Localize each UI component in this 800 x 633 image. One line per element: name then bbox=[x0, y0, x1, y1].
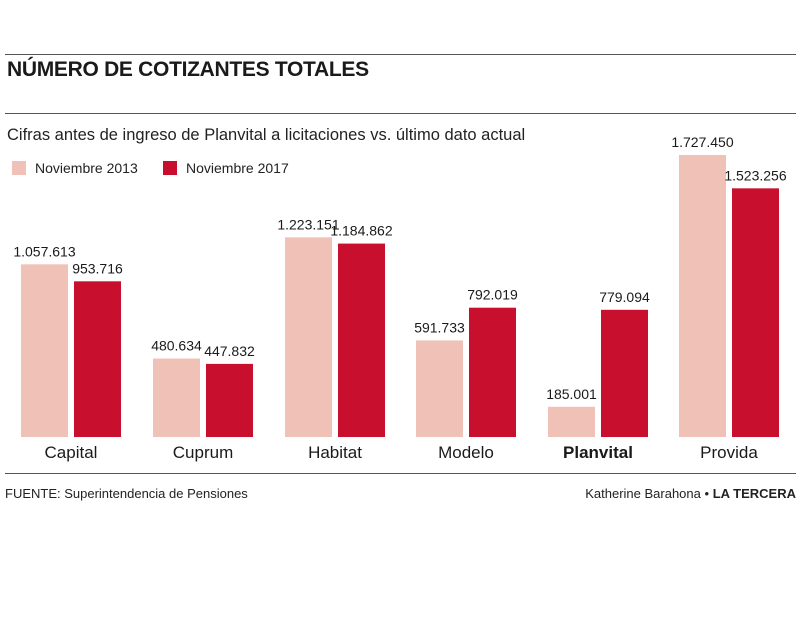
footer-source: FUENTE: Superintendencia de Pensiones bbox=[5, 486, 248, 501]
legend-swatch-2013 bbox=[12, 161, 26, 175]
data-label-planvital-2017: 779.094 bbox=[599, 289, 650, 305]
chart-title: NÚMERO DE COTIZANTES TOTALES bbox=[7, 58, 369, 81]
legend-label-2017: Noviembre 2017 bbox=[186, 160, 289, 176]
bar-cuprum-2017 bbox=[206, 363, 253, 437]
data-label-planvital-2013: 185.001 bbox=[546, 386, 597, 402]
title-rule bbox=[5, 113, 796, 114]
data-label-capital-2013: 1.057.613 bbox=[13, 243, 75, 259]
footer-separator: • bbox=[704, 486, 710, 501]
bar-provida-2013 bbox=[679, 155, 726, 437]
footer-credit: Katherine Barahona • LA TERCERA bbox=[585, 486, 796, 501]
bar-planvital-2013 bbox=[548, 406, 595, 437]
bar-habitat-2013 bbox=[285, 237, 332, 437]
footer-outlet: LA TERCERA bbox=[712, 486, 796, 501]
data-label-modelo-2017: 792.019 bbox=[467, 287, 518, 303]
data-label-modelo-2013: 591.733 bbox=[414, 319, 465, 335]
legend-item-2017: Noviembre 2017 bbox=[163, 160, 289, 176]
footer-author: Katherine Barahona bbox=[585, 486, 701, 501]
legend-swatch-2017 bbox=[163, 161, 177, 175]
top-rule bbox=[5, 54, 796, 55]
bar-cuprum-2013 bbox=[153, 358, 200, 437]
legend-label-2013: Noviembre 2013 bbox=[35, 160, 138, 176]
category-label-modelo: Modelo bbox=[438, 443, 494, 462]
data-label-provida-2013: 1.727.450 bbox=[671, 134, 733, 150]
baseline-rule bbox=[5, 473, 796, 474]
bar-modelo-2013 bbox=[416, 340, 463, 437]
data-label-cuprum-2013: 480.634 bbox=[151, 338, 202, 354]
category-label-habitat: Habitat bbox=[308, 443, 362, 462]
data-label-cuprum-2017: 447.832 bbox=[204, 343, 255, 359]
bar-capital-2017 bbox=[74, 281, 121, 437]
bar-capital-2013 bbox=[21, 264, 68, 437]
legend-item-2013: Noviembre 2013 bbox=[12, 160, 138, 176]
category-label-capital: Capital bbox=[45, 443, 98, 462]
data-label-habitat-2017: 1.184.862 bbox=[330, 223, 392, 239]
bar-provida-2017 bbox=[732, 188, 779, 437]
data-label-capital-2017: 953.716 bbox=[72, 260, 123, 276]
data-label-habitat-2013: 1.223.151 bbox=[277, 216, 339, 232]
bar-modelo-2017 bbox=[469, 307, 516, 437]
bar-planvital-2017 bbox=[601, 309, 648, 437]
category-label-cuprum: Cuprum bbox=[173, 443, 233, 462]
data-label-provida-2017: 1.523.256 bbox=[724, 167, 786, 183]
category-label-provida: Provida bbox=[700, 443, 758, 462]
chart-subtitle: Cifras antes de ingreso de Planvital a l… bbox=[7, 126, 526, 144]
category-label-planvital: Planvital bbox=[563, 443, 633, 462]
bar-habitat-2017 bbox=[338, 243, 385, 437]
